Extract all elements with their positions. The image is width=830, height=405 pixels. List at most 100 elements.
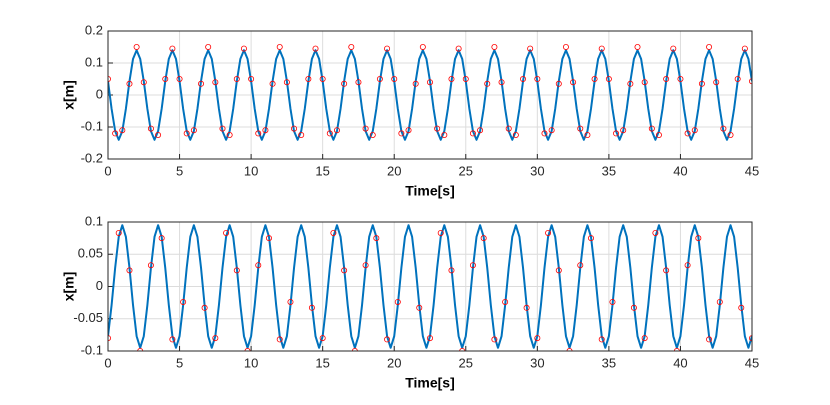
data-marker: [621, 222, 625, 223]
data-marker: [491, 336, 498, 343]
y-tick-label: -0.05: [73, 310, 103, 325]
data-marker: [319, 335, 326, 342]
data-marker: [713, 79, 720, 86]
data-marker: [555, 80, 562, 87]
data-marker: [609, 298, 616, 305]
data-marker: [480, 235, 487, 242]
data-marker: [630, 304, 637, 311]
data-marker: [398, 130, 405, 137]
data-marker: [641, 79, 648, 86]
data-marker: [115, 229, 122, 236]
x-tick-label: 30: [530, 355, 544, 370]
x-tick-label: 45: [745, 355, 759, 370]
data-marker: [255, 130, 262, 137]
x-tick-label: 15: [315, 163, 329, 178]
data-marker: [376, 76, 383, 83]
data-marker: [448, 76, 455, 83]
data-marker: [355, 79, 362, 86]
x-tick-label: 15: [315, 355, 329, 370]
data-marker: [655, 131, 662, 138]
data-marker: [670, 45, 677, 52]
data-marker: [394, 298, 401, 305]
data-marker: [362, 125, 369, 132]
data-marker: [477, 127, 484, 134]
data-marker: [648, 125, 655, 132]
data-marker: [287, 298, 294, 305]
subplot: 0 5 10 15 20 25 30 35 40 45 -0.2 -0.1 0 0.1 0.2 Time[s]…: [61, 22, 760, 198]
data-marker: [588, 235, 595, 242]
data-marker: [147, 125, 154, 132]
data-marker: [598, 336, 605, 343]
x-tick-label: 10: [244, 163, 258, 178]
data-marker: [180, 298, 187, 305]
data-marker: [299, 222, 303, 223]
data-marker: [198, 80, 205, 87]
data-marker: [205, 44, 212, 51]
data-marker: [520, 76, 527, 83]
data-marker: [577, 125, 584, 132]
data-line: [108, 224, 752, 349]
data-marker: [462, 76, 469, 83]
data-marker: [627, 80, 634, 87]
data-marker: [419, 44, 426, 51]
data-marker: [112, 130, 119, 137]
data-marker: [305, 76, 312, 83]
data-marker: [201, 304, 208, 311]
data-marker: [384, 45, 391, 52]
data-marker: [169, 336, 176, 343]
y-tick-label: -0.2: [81, 150, 103, 165]
x-axis-label: Time[s]: [405, 375, 455, 391]
data-marker: [534, 76, 541, 83]
data-marker: [176, 76, 183, 83]
data-marker: [291, 125, 298, 132]
data-marker: [441, 131, 448, 138]
data-marker: [502, 298, 509, 305]
data-marker: [512, 131, 519, 138]
data-marker: [491, 44, 498, 51]
data-marker: [527, 45, 534, 52]
x-tick-label: 25: [459, 163, 473, 178]
data-marker: [384, 336, 391, 343]
data-marker: [698, 80, 705, 87]
data-marker: [729, 222, 733, 223]
x-tick-label: 20: [387, 163, 401, 178]
data-marker: [605, 76, 612, 83]
data-marker: [348, 44, 355, 51]
x-tick-label: 0: [104, 355, 111, 370]
data-marker: [373, 235, 380, 242]
x-tick-label: 25: [459, 355, 473, 370]
y-tick-label: 0: [96, 278, 103, 293]
axes-box: [107, 221, 753, 352]
y-axis-label: x[m]: [61, 80, 77, 110]
data-marker: [426, 79, 433, 86]
data-marker: [240, 45, 247, 52]
data-marker: [412, 80, 419, 87]
data-marker: [169, 45, 176, 52]
data-marker: [155, 131, 162, 138]
data-marker: [691, 127, 698, 134]
data-marker: [652, 229, 659, 236]
data-marker: [140, 79, 147, 86]
y-tick-label: -0.1: [81, 342, 103, 357]
data-marker: [706, 336, 713, 343]
x-tick-label: 35: [602, 163, 616, 178]
x-tick-label: 5: [176, 355, 183, 370]
data-marker: [505, 125, 512, 132]
x-tick-label: 40: [673, 163, 687, 178]
data-marker: [641, 335, 648, 342]
data-marker: [158, 235, 165, 242]
data-marker: [541, 130, 548, 137]
data-marker: [333, 127, 340, 134]
data-marker: [298, 131, 305, 138]
data-marker: [498, 79, 505, 86]
data-marker: [695, 235, 702, 242]
y-tick-label: 0.1: [85, 54, 103, 69]
data-marker: [212, 79, 219, 86]
data-marker: [469, 130, 476, 137]
data-marker: [469, 262, 476, 269]
x-axis-label: Time[s]: [405, 183, 455, 199]
data-marker: [634, 44, 641, 51]
data-marker: [437, 229, 444, 236]
data-marker: [219, 125, 226, 132]
